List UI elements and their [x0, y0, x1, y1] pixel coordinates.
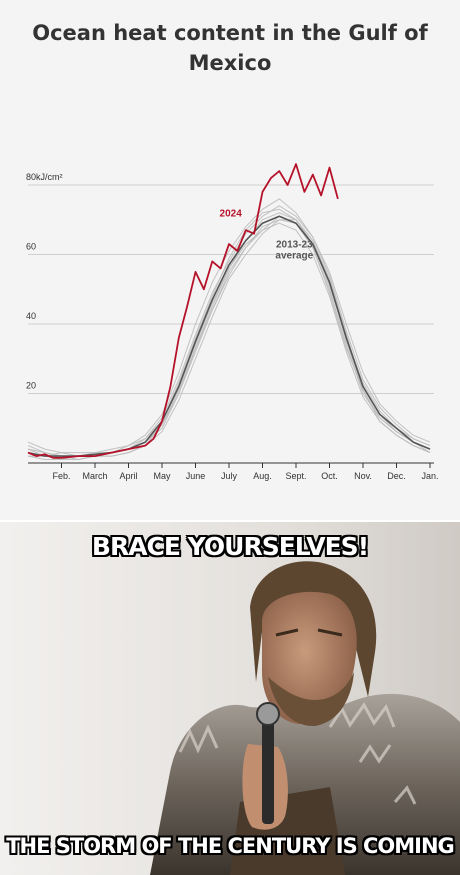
imgflip-watermark: imgflip.com: [4, 862, 50, 872]
x-tick-label: June: [186, 471, 206, 481]
x-tick-label: April: [119, 471, 137, 481]
x-tick-label: May: [153, 471, 171, 481]
meme-bottom-text: THE STORM OF THE CENTURY IS COMING: [6, 834, 455, 858]
line-2024: [27, 163, 339, 459]
background-year-line: [27, 212, 431, 457]
background-year-line: [27, 198, 431, 460]
beard: [268, 672, 354, 727]
meme-photo: [0, 522, 460, 875]
y-tick-label: 20: [26, 381, 36, 391]
sword-hilt: [262, 714, 274, 824]
average-label: average: [275, 251, 313, 262]
chart-title: Ocean heat content in the Gulf of Mexico: [32, 21, 428, 75]
average-label: 2013-23: [276, 240, 313, 251]
x-tick-label: Feb.: [52, 471, 70, 481]
meme-panel: BRACE YOURSELVES! THE STORM OF THE CENTU…: [0, 522, 460, 875]
average-line: [27, 215, 431, 457]
x-tick-label: March: [82, 471, 107, 481]
chart-panel: 20 40 60 80kJ/cm² Feb. March April May June July…: [0, 0, 460, 520]
fur-texture: [178, 702, 417, 805]
meme-top-text: BRACE YOURSELVES!: [91, 532, 369, 561]
x-tick-label: Aug.: [253, 471, 272, 481]
brow: [275, 628, 343, 637]
background-year-line: [27, 219, 431, 457]
x-tick-label: Nov.: [354, 471, 372, 481]
x-tick-label: Oct.: [321, 471, 338, 481]
y-tick-label: 80kJ/cm²: [26, 172, 63, 182]
sword-pommel: [256, 702, 280, 726]
background-year-line: [27, 219, 431, 461]
background-year-line: [27, 215, 431, 457]
x-tick-label: Sept.: [285, 471, 306, 481]
x-tick-label: Jan.: [421, 471, 438, 481]
fur-cloak: [150, 693, 460, 875]
y-tick-label: 40: [26, 311, 36, 321]
x-tick-label: Dec.: [387, 471, 406, 481]
y-tick-label: 60: [26, 242, 36, 252]
chart-svg: 20 40 60 80kJ/cm² Feb. March April May June July…: [26, 163, 439, 481]
x-tick-label: July: [221, 471, 238, 481]
label-2024: 2024: [220, 208, 243, 219]
